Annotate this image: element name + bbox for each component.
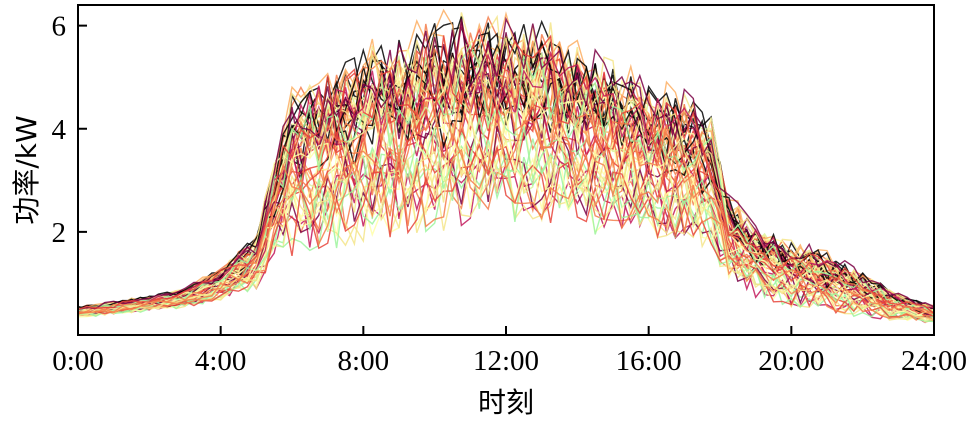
- power-series-line: [77, 143, 935, 322]
- power-series-line: [77, 44, 935, 317]
- x-tick-label: 24:00: [901, 345, 967, 377]
- power-series-line: [77, 111, 935, 314]
- x-tick-label: 0:00: [52, 345, 104, 377]
- y-tick-label: 2: [52, 217, 67, 249]
- power-series-line: [77, 148, 935, 322]
- power-series-line: [77, 23, 934, 313]
- power-series-line: [77, 139, 935, 323]
- y-tick-label: 4: [52, 114, 67, 146]
- power-series-line: [77, 103, 935, 318]
- power-series-line: [77, 32, 935, 314]
- power-series-line: [77, 83, 935, 317]
- x-tick-label: 20:00: [758, 345, 824, 377]
- x-tick-label: 16:00: [616, 345, 682, 377]
- ticks-layer: 0:00 4:00 8:00 12:00 16:00 20:00 24:00 2 4 6: [52, 11, 968, 377]
- series-layer: [77, 8, 935, 324]
- y-axis-title: 功率/kW: [10, 115, 43, 224]
- power-series-line: [77, 27, 935, 314]
- x-tick-label: 4:00: [195, 345, 247, 377]
- y-tick-label: 6: [52, 11, 67, 43]
- x-tick-label: 8:00: [338, 345, 390, 377]
- x-axis-title: 时刻: [478, 386, 534, 419]
- power-series-line: [77, 37, 935, 312]
- x-tick-label: 12:00: [473, 345, 539, 377]
